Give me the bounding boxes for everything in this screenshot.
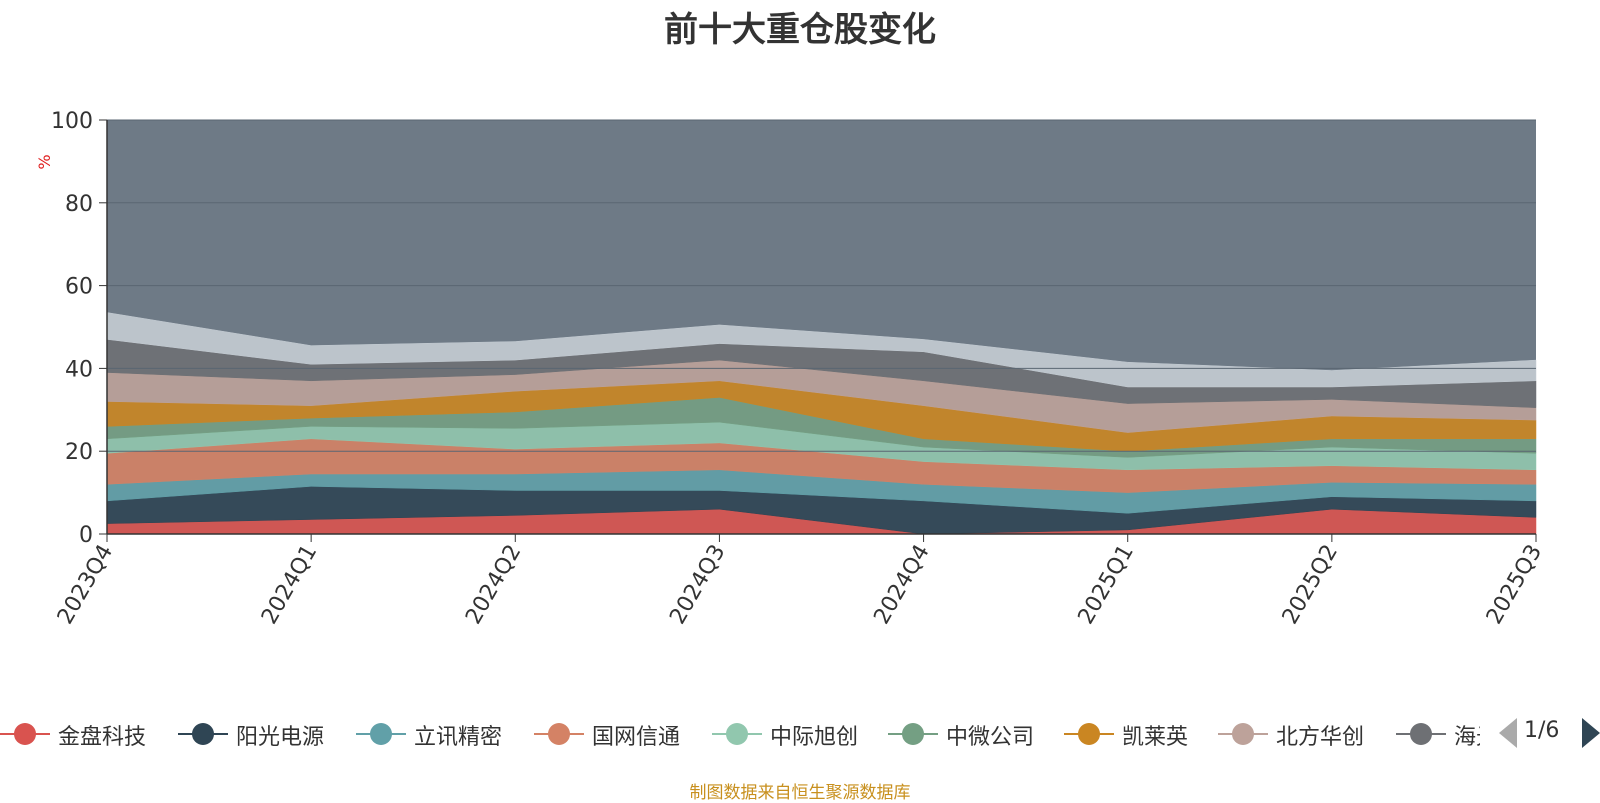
x-tick-label: 2025Q1 (1074, 541, 1139, 629)
y-tick-label: 100 (51, 109, 93, 134)
legend-marker-icon (1232, 723, 1254, 745)
legend-marker-icon (548, 723, 570, 745)
area-series-group (106, 312, 1537, 535)
legend-label: 阳光电源 (236, 725, 325, 750)
legend-marker-icon (192, 723, 214, 745)
legend-next-page-icon[interactable] (1582, 718, 1600, 748)
x-tick-label: 2024Q3 (665, 541, 730, 629)
grid-lines (107, 119, 1536, 452)
legend-label: 北方华创 (1276, 725, 1365, 750)
legend-label: 凯莱英 (1122, 725, 1189, 750)
legend-label: 中微公司 (946, 725, 1035, 750)
legend-prev-page-icon[interactable] (1499, 718, 1517, 748)
x-tick-label: 2024Q1 (257, 541, 322, 629)
legend-marker-icon (370, 723, 392, 745)
x-tick-label: 2025Q2 (1278, 541, 1343, 629)
y-tick-label: 60 (65, 275, 93, 300)
y-tick-label: 40 (65, 357, 93, 382)
legend-label: 国网信通 (592, 725, 681, 750)
legend-marker-icon (14, 723, 36, 745)
x-tick-label: 2024Q2 (461, 541, 526, 629)
legend-label: 海光信息 (1454, 725, 1480, 750)
chart-title: 前十大重仓股变化 (664, 10, 936, 50)
legend-marker-icon (902, 723, 924, 745)
source-note: 制图数据来自恒生聚源数据库 (689, 783, 911, 803)
x-tick-label: 2024Q4 (869, 541, 934, 629)
legend-page-indicator: 1/6 (1524, 718, 1560, 743)
y-tick-label: 80 (65, 192, 93, 217)
legend-label: 中际旭创 (770, 725, 859, 750)
y-axis-unit-label: % (35, 154, 54, 169)
x-tick-label: 2023Q4 (53, 541, 118, 629)
legend-marker-icon (1078, 723, 1100, 745)
x-tick-label: 2025Q3 (1482, 541, 1547, 629)
legend-label: 金盘科技 (58, 725, 147, 750)
legend-marker-icon (726, 723, 748, 745)
y-tick-label: 0 (79, 523, 93, 548)
legend: 金盘科技阳光电源立讯精密国网信通中际旭创中微公司凯莱英北方华创海光信息寒武纪 (0, 716, 1480, 752)
legend-marker-icon (1410, 723, 1432, 745)
y-tick-label: 20 (65, 440, 93, 465)
legend-label: 立讯精密 (414, 725, 503, 750)
